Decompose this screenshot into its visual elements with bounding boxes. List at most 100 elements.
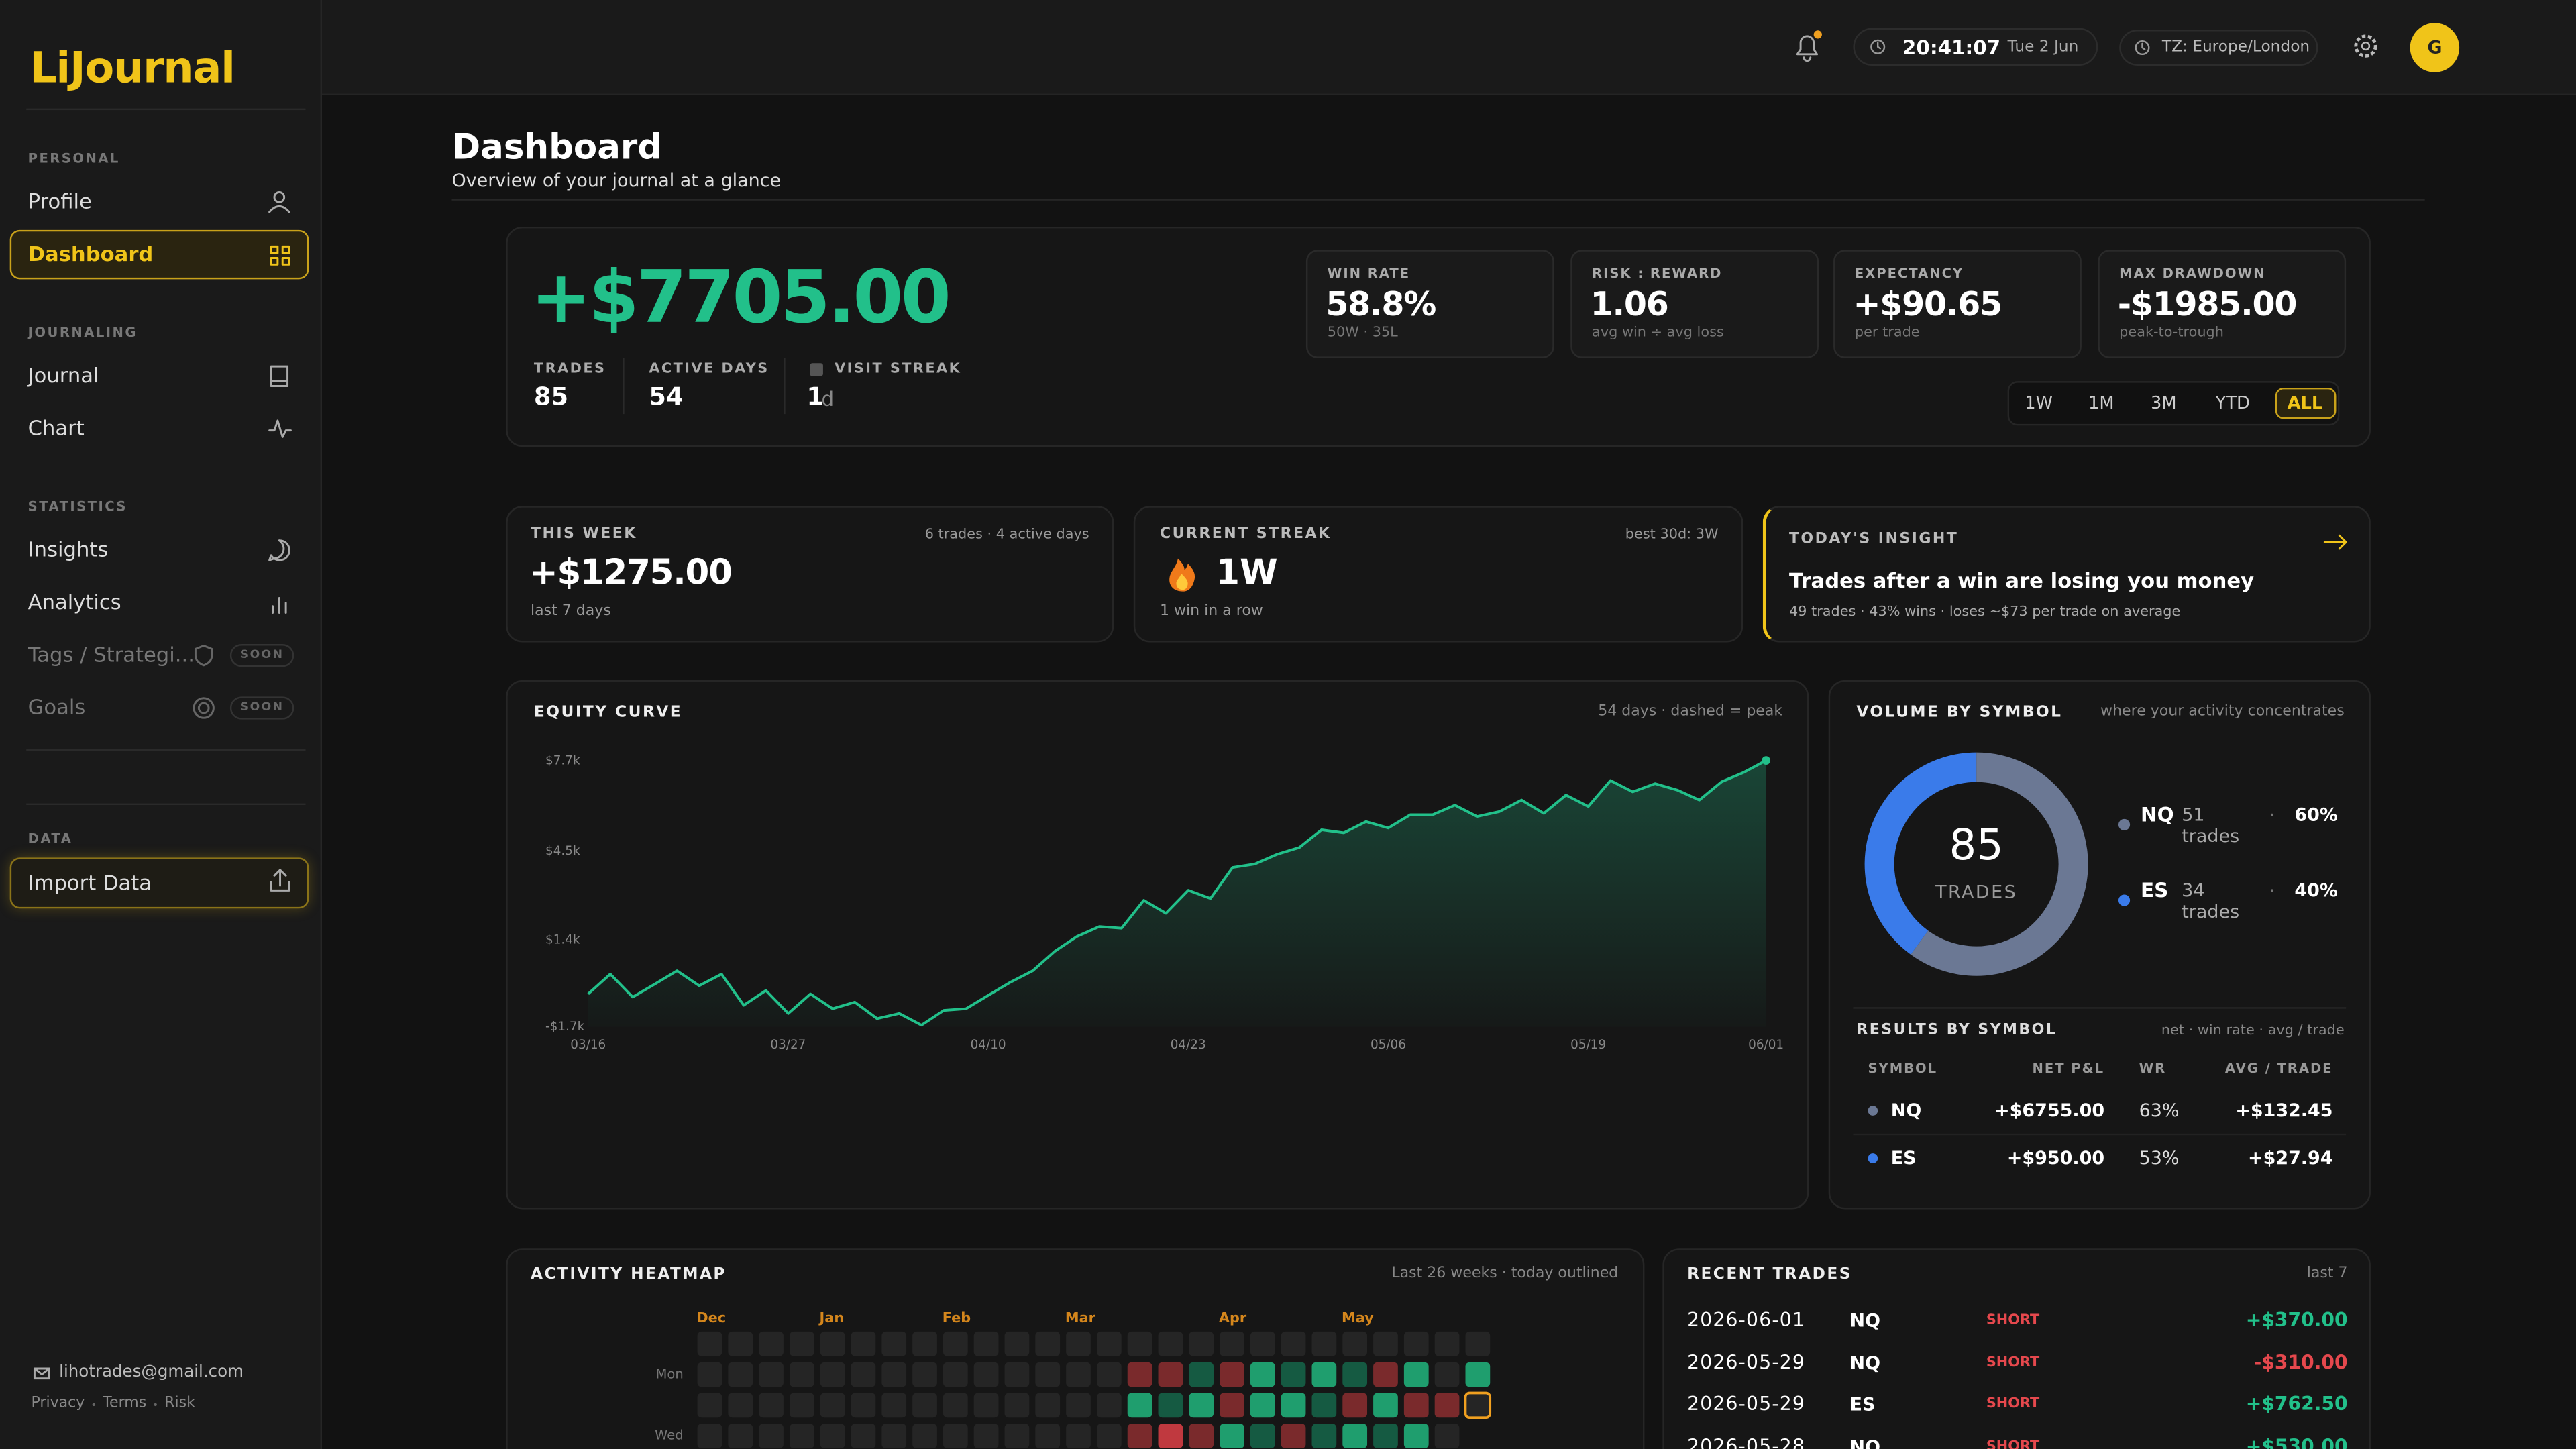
avatar[interactable] [2410, 23, 2460, 72]
trades-note: last 7 [2306, 1265, 2348, 1283]
legend-trades-unit: trades [2182, 825, 2240, 847]
heatmap-cell [973, 1362, 999, 1387]
trade-date: 2026-06-01 [1687, 1308, 1806, 1332]
mail-icon [33, 1367, 50, 1380]
heatmap-cell [1158, 1362, 1183, 1387]
page-title: Dashboard [451, 127, 663, 167]
range-button[interactable]: 3M [2151, 392, 2177, 413]
heatmap-cell [697, 1393, 722, 1418]
heatmap-cell [1096, 1393, 1122, 1418]
nav-item[interactable]: Chart [28, 415, 85, 440]
nav-item[interactable]: Import Data [28, 870, 152, 896]
insight-title: Trades after a win are losing you money [1788, 568, 2255, 593]
results-title: RESULTS BY SYMBOL [1856, 1022, 2057, 1039]
soon-badge-text: SOON [239, 700, 284, 714]
stat-value: 1 [806, 382, 824, 412]
trade-pnl: +$370.00 [2245, 1308, 2348, 1332]
range-button[interactable]: 1W [2025, 392, 2053, 413]
time-pill [1853, 28, 2098, 66]
card-label: TODAY'S INSIGHT [1788, 531, 1959, 548]
heatmap-cell [728, 1393, 753, 1418]
heatmap-cell [1066, 1424, 1091, 1449]
heatmap-cell [1189, 1331, 1214, 1356]
heatmap-cell [1096, 1424, 1122, 1449]
heatmap-cell [1066, 1362, 1091, 1387]
kpi-value: 1.06 [1590, 284, 1669, 324]
trade-symbol: NQ [1849, 1310, 1881, 1332]
heatmap-cell [1035, 1393, 1061, 1418]
legend-trades-unit: trades [2182, 901, 2240, 923]
heatmap-cell [851, 1424, 876, 1449]
kpi-value: +$90.65 [1853, 284, 2002, 324]
nav-item[interactable]: Profile [28, 189, 92, 213]
footer-link[interactable]: Risk [164, 1395, 195, 1412]
range-button[interactable]: YTD [2215, 392, 2250, 413]
card-note: best 30d: 3W [1625, 527, 1719, 544]
footer-link[interactable]: Terms [103, 1395, 147, 1412]
trade-side: SHORT [1986, 1438, 2040, 1449]
card-sub: last 7 days [531, 604, 611, 621]
y-tick-label: $1.4k [545, 931, 580, 947]
table-header: AVG / TRADE [2224, 1061, 2333, 1077]
heatmap-cell [1342, 1362, 1368, 1387]
stat-unit: d [821, 387, 835, 411]
range-button[interactable]: ALL [2287, 392, 2323, 413]
heatmap-cell [789, 1362, 814, 1387]
heatmap-cell [1158, 1393, 1183, 1418]
trade-symbol: NQ [1849, 1436, 1881, 1449]
legend-share: 40% [2294, 879, 2338, 902]
heatmap-cell [851, 1331, 876, 1356]
donut-total: 85 [1949, 821, 2004, 871]
x-tick-label: 06/01 [1748, 1036, 1784, 1052]
table-header: NET P&L [2032, 1061, 2105, 1077]
trade-date: 2026-05-29 [1687, 1391, 1806, 1415]
nav-item[interactable]: Journal [28, 362, 99, 388]
nav-icon [270, 365, 289, 387]
heatmap-cell [1035, 1424, 1061, 1449]
legend-trades: 34 [2182, 879, 2205, 902]
nav-item: Tags / Strategi... [28, 641, 195, 667]
heatmap-cell [1250, 1393, 1275, 1418]
kpi-box [1833, 250, 2082, 358]
nav-item[interactable]: Analytics [28, 589, 121, 614]
equity-endpoint [1762, 756, 1771, 765]
volume-note: where your activity concentrates [2100, 704, 2345, 720]
heatmap-cell [1004, 1424, 1030, 1449]
footer-link[interactable]: Privacy [31, 1395, 85, 1412]
nav-active[interactable] [9, 229, 309, 280]
kpi-label: WIN RATE [1327, 266, 1411, 281]
heatmap-cell [1127, 1393, 1152, 1418]
nav-item[interactable]: Insights [28, 537, 109, 561]
stat-value: 54 [649, 382, 684, 412]
month-label: May [1342, 1310, 1374, 1328]
y-tick-label: $7.7k [545, 753, 580, 768]
soon-badge-text: SOON [239, 648, 284, 661]
insight-card [1762, 506, 2371, 643]
separator-dot [2270, 813, 2273, 816]
heatmap-cell [881, 1424, 907, 1449]
avatar-initial[interactable]: G [2427, 37, 2443, 58]
equity-line [587, 759, 1767, 1027]
separator-dot [154, 1403, 157, 1407]
heatmap-cell [1189, 1393, 1214, 1418]
settings-icon[interactable] [2354, 34, 2377, 58]
heatmap-cell-today [1464, 1391, 1492, 1419]
heatmap-cell [820, 1331, 845, 1356]
heatmap-cell [1127, 1424, 1152, 1449]
range-active[interactable] [2275, 387, 2337, 419]
kpi-sub: avg win ÷ avg loss [1592, 325, 1724, 341]
range-button[interactable]: 1M [2088, 392, 2114, 413]
heatmap-cell [1220, 1424, 1244, 1449]
import-button[interactable] [9, 857, 309, 909]
insight-sub: 49 trades · 43% wins · loses ~$73 per tr… [1788, 604, 2181, 621]
heatmap-cell [1250, 1331, 1275, 1356]
trade-side: SHORT [1986, 1396, 2040, 1413]
legend-share: 60% [2294, 804, 2338, 826]
nav-item[interactable]: Dashboard [28, 241, 154, 266]
trade-pnl: +$530.00 [2245, 1434, 2348, 1449]
heatmap-cell [943, 1424, 968, 1449]
clock-icon [1870, 39, 1886, 54]
x-tick-label: 05/19 [1570, 1036, 1607, 1052]
